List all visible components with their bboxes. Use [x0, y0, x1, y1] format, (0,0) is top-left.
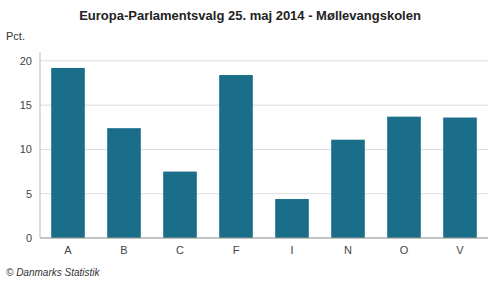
bar — [107, 128, 141, 238]
x-tick-label: B — [120, 244, 127, 256]
grid-line — [40, 105, 488, 106]
bar — [163, 172, 197, 238]
bar — [219, 75, 253, 238]
x-tick-label: F — [233, 244, 240, 256]
x-axis-line — [40, 238, 488, 239]
bar — [331, 140, 365, 238]
footer: © Danmarks Statistik — [6, 267, 101, 278]
grid-line — [40, 60, 488, 61]
page: {"chart_data": {"type": "bar", "title": … — [0, 0, 500, 282]
x-tick-label: N — [344, 244, 352, 256]
y-tick-label: 0 — [26, 232, 32, 244]
bar — [51, 68, 85, 238]
y-tick-label: 10 — [20, 143, 32, 155]
bar — [387, 117, 421, 238]
y-axis-line — [40, 52, 41, 238]
y-tick-label: 15 — [20, 99, 32, 111]
bar — [443, 118, 477, 238]
bar — [275, 199, 309, 238]
x-tick-label: V — [456, 244, 464, 256]
x-tick-label: I — [290, 244, 293, 256]
x-tick-label: O — [400, 244, 409, 256]
chart-container: Europa-Parlamentsvalg 25. maj 2014 - Møl… — [0, 0, 500, 282]
y-tick-label: 20 — [20, 55, 32, 67]
title: Europa-Parlamentsvalg 25. maj 2014 - Møl… — [79, 8, 421, 23]
y-axis-label: Pct. — [6, 30, 25, 42]
chart-svg: Europa-Parlamentsvalg 25. maj 2014 - Møl… — [0, 0, 500, 282]
y-tick-label: 5 — [26, 188, 32, 200]
x-tick-label: C — [176, 244, 184, 256]
grid — [40, 61, 488, 238]
grid-line — [40, 238, 488, 239]
x-tick-label: A — [64, 244, 72, 256]
bars — [51, 68, 477, 238]
